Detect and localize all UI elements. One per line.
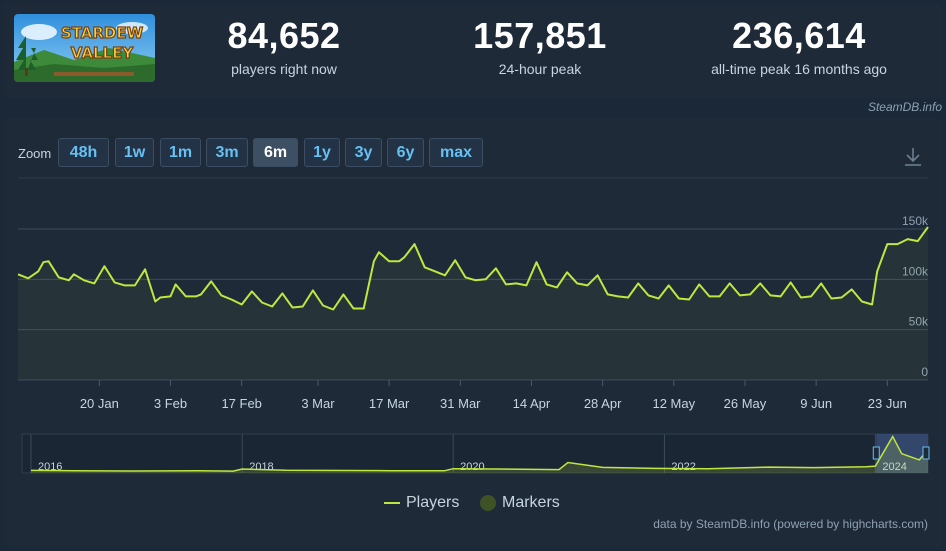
- x-tick-label: 31 Mar: [440, 396, 481, 411]
- y-tick-label: 150k: [902, 214, 929, 228]
- x-tick-label: 20 Jan: [80, 396, 119, 411]
- stardew-valley-logo-image: STARDEW VALLEY: [14, 14, 155, 82]
- download-icon[interactable]: [903, 146, 923, 168]
- current-players-label: players right now: [231, 61, 337, 77]
- navigator-handle-right[interactable]: [922, 446, 930, 460]
- 24h-peak-value: 157,851: [473, 15, 607, 56]
- legend-players[interactable]: Players: [384, 493, 459, 513]
- x-tick-label: 14 Apr: [513, 396, 551, 411]
- x-tick-label: 3 Mar: [301, 396, 335, 411]
- legend-markers[interactable]: Markers: [480, 493, 560, 513]
- navigator-line: [30, 434, 929, 472]
- x-tick-label: 17 Mar: [369, 396, 410, 411]
- stat-24h-peak: 157,851 24-hour peak: [455, 14, 625, 78]
- players-area: [18, 227, 928, 380]
- logo-title-line1: STARDEW: [61, 24, 144, 42]
- zoom-1m-button[interactable]: 1m: [160, 138, 201, 167]
- zoom-6m-button[interactable]: 6m: [253, 138, 298, 167]
- zoom-3y-button[interactable]: 3y: [345, 138, 382, 167]
- navigator-tick-label: 2020: [460, 461, 484, 473]
- x-tick-label: 12 May: [652, 396, 695, 411]
- legend-markers-label: Markers: [502, 494, 560, 511]
- y-tick-label: 50k: [909, 315, 929, 329]
- x-tick-label: 17 Feb: [221, 396, 261, 411]
- legend-markers-swatch: [480, 495, 496, 511]
- 24h-peak-label: 24-hour peak: [498, 61, 582, 77]
- x-tick-label: 23 Jun: [868, 396, 907, 411]
- zoom-max-button[interactable]: max: [429, 138, 483, 167]
- navigator-tick-label: 2024: [882, 461, 906, 473]
- legend-players-label: Players: [406, 494, 460, 511]
- navigator-tick-label: 2022: [671, 461, 695, 473]
- current-players-value: 84,652: [227, 15, 341, 56]
- stat-current-players: 84,652 players right now: [200, 14, 368, 78]
- all-time-peak-label: all-time peak 16 months ago: [711, 61, 887, 77]
- players-line: [17, 226, 929, 311]
- all-time-peak-value: 236,614: [732, 15, 866, 56]
- x-tick-label: 3 Feb: [154, 396, 187, 411]
- chart-panel: [4, 118, 942, 547]
- zoom-6y-button[interactable]: 6y: [387, 138, 424, 167]
- zoom-label: Zoom: [18, 146, 52, 161]
- stats-panel: [4, 4, 942, 98]
- y-tick-label: 0: [921, 365, 928, 379]
- site-credit[interactable]: SteamDB.info: [867, 100, 942, 114]
- zoom-1w-button[interactable]: 1w: [115, 138, 154, 167]
- zoom-1y-button[interactable]: 1y: [304, 138, 340, 167]
- navigator-handle-left[interactable]: [872, 446, 880, 460]
- x-tick-label: 26 May: [724, 396, 767, 411]
- legend-players-swatch: [384, 502, 400, 504]
- game-logo[interactable]: STARDEW VALLEY: [14, 14, 155, 82]
- y-tick-label: 100k: [902, 264, 929, 278]
- chart-credit[interactable]: data by SteamDB.info (powered by highcha…: [653, 517, 928, 531]
- logo-title-line2: VALLEY: [71, 44, 135, 62]
- x-tick-label: 28 Apr: [584, 396, 622, 411]
- x-tick-label: 9 Jun: [800, 396, 832, 411]
- zoom-48h-button[interactable]: 48h: [58, 138, 109, 167]
- navigator-area: [31, 436, 928, 473]
- stat-all-time-peak: 236,614 all-time peak 16 months ago: [685, 14, 913, 78]
- zoom-3m-button[interactable]: 3m: [206, 138, 248, 167]
